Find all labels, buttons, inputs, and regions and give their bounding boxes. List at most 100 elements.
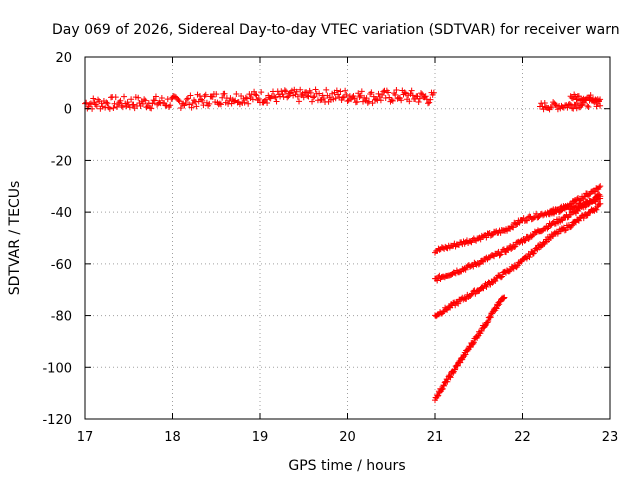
data-point [573,200,580,207]
x-tick-label: 17 [77,430,94,445]
data-point [438,386,445,393]
data-point [199,97,206,104]
data-point [530,250,537,257]
data-point [113,103,120,110]
data-point [307,89,314,96]
data-point [452,302,459,309]
data-series [432,191,604,284]
data-series [567,91,604,104]
data-point [398,97,405,104]
data-point [87,100,94,107]
data-point [151,97,158,104]
data-point [121,93,128,100]
data-point [493,305,500,312]
data-point [283,88,290,95]
data-point [300,94,307,101]
data-point [253,92,260,99]
data-point [418,90,424,97]
data-point [478,327,485,334]
data-point [485,318,492,325]
data-point [93,103,100,110]
data-point [597,96,604,103]
data-point [110,104,117,111]
data-point [193,103,200,110]
data-point [377,97,384,104]
data-point [143,104,150,111]
data-point [177,104,184,111]
data-point [510,224,517,231]
data-point [296,98,303,105]
data-point [483,283,490,290]
data-point [310,94,317,101]
data-point [258,89,265,96]
data-point [459,354,466,361]
data-point [511,243,518,250]
data-point [183,96,190,103]
data-point [447,374,454,381]
data-point [117,97,124,104]
data-point [83,99,90,106]
data-point [272,94,279,101]
data-point [342,87,349,94]
data-point [382,95,389,102]
y-tick-label: 0 [64,103,72,118]
data-point [213,91,220,98]
data-point [525,235,532,242]
data-point [462,266,469,273]
data-point [475,261,482,268]
data-point [337,88,344,95]
data-point [494,302,501,309]
data-point [498,274,505,281]
data-point [216,100,223,107]
data-point [186,101,193,108]
data-point [147,104,154,111]
data-point [522,237,529,244]
data-points [82,86,604,404]
data-point [580,215,587,222]
data-point [304,92,311,99]
data-point [484,319,491,326]
x-tick-label: 18 [164,430,181,445]
data-point [202,91,209,98]
data-point [118,102,125,109]
data-point [141,96,148,103]
data-point [139,100,146,107]
data-point [501,294,508,301]
data-point [452,366,459,373]
y-tick-label: -120 [42,413,72,428]
data-point [468,291,475,298]
data-point [500,295,507,302]
data-point [450,369,457,376]
data-point [281,87,288,94]
data-point [303,89,310,96]
data-point [305,93,312,100]
data-point [512,243,519,250]
data-point [182,99,189,106]
x-tick-label: 21 [427,430,444,445]
data-point [135,94,142,101]
data-point [119,104,126,111]
data-point [245,100,252,107]
data-point [441,379,448,386]
data-point [408,87,415,94]
data-point [439,385,446,392]
x-tick-label: 23 [602,430,619,445]
x-axis-label: GPS time / hours [288,458,405,474]
data-point [320,95,327,102]
data-point [285,93,292,100]
data-point [427,96,434,103]
data-point [158,95,165,101]
data-point [206,100,213,107]
data-point [367,90,374,97]
data-point [128,96,135,103]
data-point [380,88,387,95]
data-point [488,231,495,238]
data-point [241,99,248,106]
data-point [363,95,370,102]
data-point [444,378,451,385]
y-tick-label: -60 [51,258,72,273]
data-point [587,92,594,99]
data-point [584,102,591,109]
data-point [566,100,573,107]
data-point [175,97,182,104]
